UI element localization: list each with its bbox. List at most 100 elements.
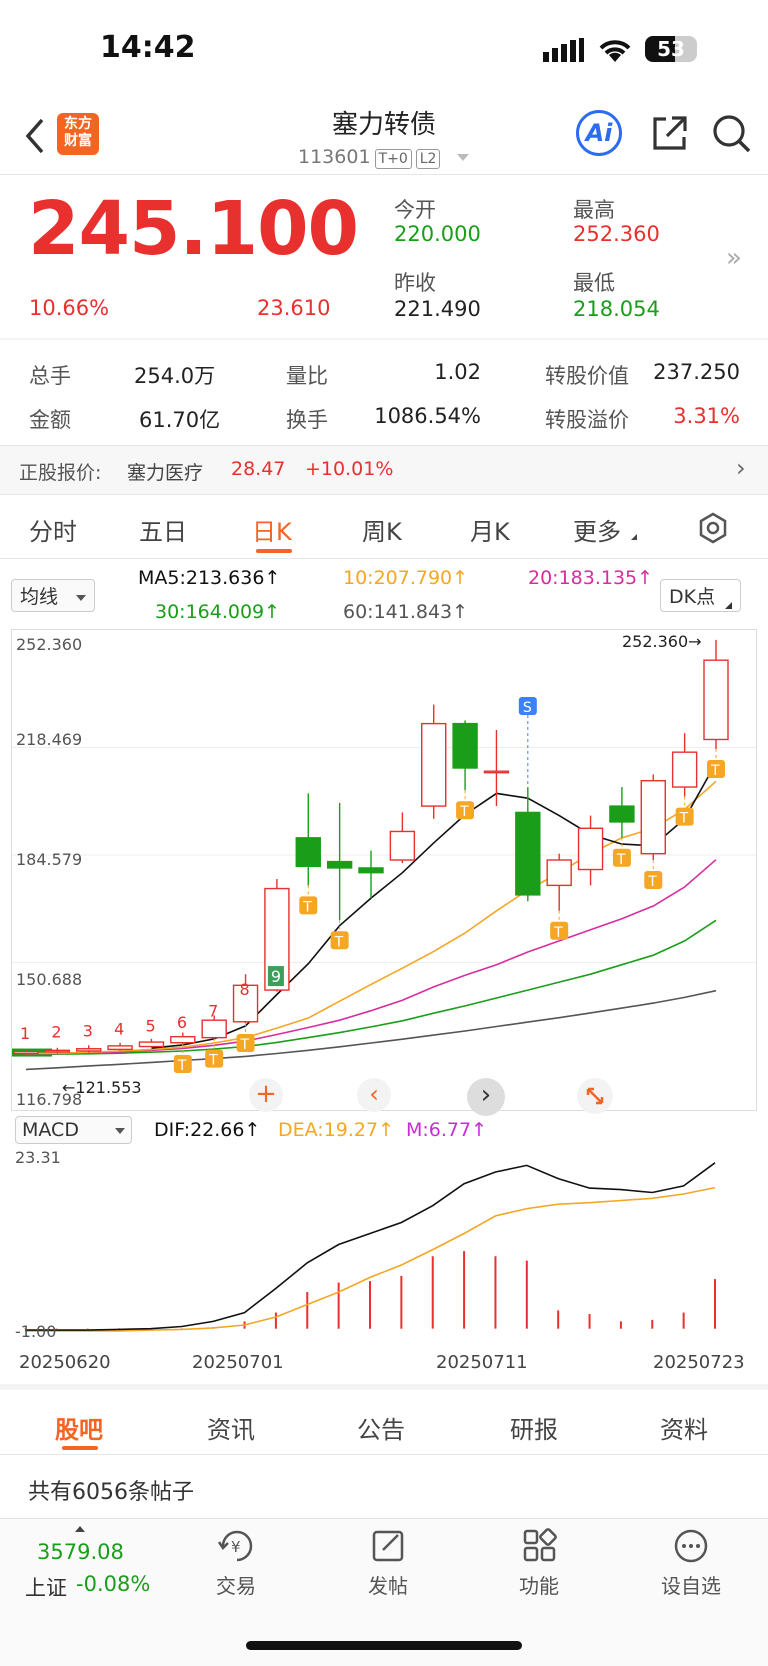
back-icon[interactable] bbox=[24, 118, 46, 158]
dea-value: DEA:19.27↑ bbox=[278, 1119, 395, 1141]
code-text: 113601 bbox=[298, 146, 371, 168]
max-price-label: 252.360→ bbox=[622, 632, 702, 651]
more-icon[interactable] bbox=[673, 1528, 709, 1564]
candle-body bbox=[609, 805, 635, 823]
search-icon[interactable] bbox=[711, 113, 753, 159]
tab-monthly-k[interactable]: 月K bbox=[470, 518, 510, 546]
tab-profile[interactable]: 资料 bbox=[660, 1416, 708, 1444]
tab-five-day[interactable]: 五日 bbox=[139, 518, 187, 546]
min-price-label: ←121.553 bbox=[62, 1078, 142, 1097]
candle-body bbox=[76, 1048, 102, 1052]
dif-value: DIF:22.66↑ bbox=[154, 1119, 261, 1141]
candle-body bbox=[703, 659, 729, 741]
indicator-label: MACD bbox=[22, 1119, 79, 1141]
functions-label: 功能 bbox=[519, 1574, 559, 1598]
candle-body bbox=[107, 1045, 133, 1051]
dif-line bbox=[25, 1162, 716, 1331]
stat-label: 金额 bbox=[29, 408, 71, 432]
high-value: 252.360 bbox=[573, 222, 660, 246]
sequence-marker: 3 bbox=[83, 1022, 93, 1041]
candle-body bbox=[577, 827, 604, 871]
ma30-line bbox=[25, 919, 717, 1056]
tab-active-indicator bbox=[256, 549, 292, 553]
expand-icon[interactable]: » bbox=[726, 243, 742, 273]
kline-chart[interactable]: 1 2 3 4 5 6 7 8 9 T T T T T T T T T T T S 252.360 218.469 18… bbox=[11, 629, 757, 1116]
trade-icon[interactable]: ¥ bbox=[217, 1528, 257, 1564]
ma60-value: 60:141.843↑ bbox=[343, 601, 469, 623]
sequence-marker: 2 bbox=[51, 1022, 61, 1041]
tab-announcements[interactable]: 公告 bbox=[357, 1416, 405, 1444]
t-signal-label: T bbox=[334, 934, 344, 950]
ma20-value: 20:183.135↑ bbox=[528, 567, 654, 589]
trade-label: 交易 bbox=[216, 1574, 256, 1598]
prev-close-label: 昨收 bbox=[394, 271, 436, 295]
dk-label: DK点 bbox=[669, 586, 716, 608]
t-signal-badge bbox=[550, 921, 569, 940]
t-signal-badge bbox=[205, 1049, 224, 1068]
t-signal-badge bbox=[330, 931, 349, 950]
stat-value: 237.250 bbox=[653, 360, 740, 384]
functions-icon[interactable] bbox=[522, 1528, 558, 1564]
underlying-stock-row[interactable]: 正股报价: 塞力医疗 28.47 +10.01% › bbox=[0, 446, 768, 494]
pan-right-icon[interactable]: › bbox=[467, 1078, 505, 1116]
stat-label: 换手 bbox=[286, 408, 328, 432]
security-code[interactable]: 113601 T+0 L2 bbox=[298, 146, 469, 169]
battery-icon: 53 bbox=[645, 36, 697, 62]
y-label: 150.688 bbox=[16, 970, 83, 989]
stat-value: 1086.54% bbox=[374, 404, 481, 428]
ma-selector-label: 均线 bbox=[20, 586, 59, 608]
index-value[interactable]: 3579.08 bbox=[37, 1540, 124, 1564]
t-signal-label: T bbox=[240, 1037, 250, 1053]
fullscreen-icon[interactable] bbox=[577, 1078, 613, 1114]
candle-body bbox=[452, 722, 478, 769]
stat-value: 254.0万 bbox=[134, 364, 216, 388]
ai-text: Ai bbox=[585, 119, 613, 147]
share-icon[interactable] bbox=[650, 113, 690, 157]
indicator-selector[interactable]: MACD bbox=[15, 1116, 133, 1144]
dea-line bbox=[25, 1186, 716, 1332]
tab-forum[interactable]: 股吧 bbox=[55, 1416, 103, 1444]
macd-chart[interactable]: 23.31 -1.00 bbox=[11, 1146, 757, 1346]
t-signal-badge bbox=[612, 848, 631, 867]
candle-body bbox=[421, 722, 447, 807]
ma60-line bbox=[25, 989, 717, 1071]
bottom-tab-indicator bbox=[62, 1446, 98, 1450]
index-name: 上证 bbox=[25, 1576, 67, 1600]
candle-body bbox=[546, 859, 572, 887]
t0-tag: T+0 bbox=[374, 149, 412, 169]
corner-caret-icon bbox=[725, 602, 733, 609]
tab-weekly-k[interactable]: 周K bbox=[362, 518, 402, 546]
tab-research[interactable]: 研报 bbox=[510, 1416, 558, 1444]
post-icon[interactable] bbox=[371, 1528, 407, 1564]
crosshair-icon[interactable]: + bbox=[249, 1078, 283, 1112]
y-label-min: 116.798 bbox=[16, 1090, 83, 1109]
t-signal-label: T bbox=[679, 811, 689, 827]
ma-selector[interactable]: 均线 bbox=[11, 579, 96, 612]
chevron-down-icon bbox=[76, 594, 87, 601]
candle-body bbox=[201, 1019, 227, 1039]
macd-top-label: 23.31 bbox=[15, 1148, 61, 1167]
post-count: 共有6056条帖子 bbox=[28, 1480, 194, 1505]
candle-body bbox=[232, 984, 259, 1023]
t-signal-label: T bbox=[647, 874, 657, 890]
stat-label: 总手 bbox=[29, 364, 71, 388]
tab-daily-k[interactable]: 日K bbox=[252, 518, 292, 546]
chevron-down-icon bbox=[115, 1127, 126, 1134]
ma5-value: MA5:213.636↑ bbox=[138, 567, 281, 589]
tab-intraday[interactable]: 分时 bbox=[29, 518, 77, 546]
dk-point-button[interactable]: DK点 bbox=[660, 579, 742, 612]
candle-body bbox=[671, 751, 698, 788]
pan-left-icon[interactable]: ‹ bbox=[357, 1078, 391, 1112]
y-label-max: 252.360 bbox=[16, 635, 83, 654]
tab-more[interactable]: 更多 bbox=[573, 518, 621, 546]
open-value: 220.000 bbox=[394, 222, 481, 246]
settings-icon[interactable] bbox=[697, 512, 729, 548]
candle-body bbox=[13, 1050, 39, 1055]
sequence-marker: 5 bbox=[145, 1016, 155, 1035]
more-caret-icon bbox=[631, 534, 637, 540]
ai-icon[interactable]: Ai bbox=[576, 110, 622, 156]
tab-news[interactable]: 资讯 bbox=[207, 1416, 255, 1444]
ma30-value: 30:164.009↑ bbox=[155, 601, 281, 623]
x-axis-label: 20250701 bbox=[192, 1352, 284, 1373]
watchlist-label: 设自选 bbox=[661, 1574, 721, 1598]
